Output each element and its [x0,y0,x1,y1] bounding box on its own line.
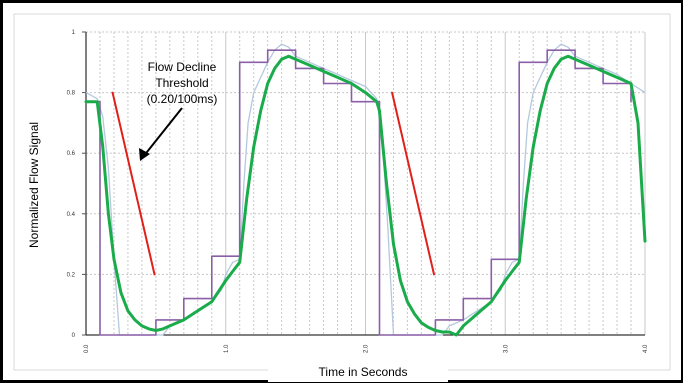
annotation: Flow Decline Threshold (0.20/100ms) [139,60,217,161]
y-tick-label: 0.6 [67,151,76,157]
y-tick-label: 0.4 [67,212,76,218]
x-tick-label: 4.0 [643,344,649,353]
y-tick-label: 0.8 [67,91,76,97]
annotation-line-2: Threshold [155,76,208,90]
y-axis-title: Normalized Flow Signal [27,122,41,248]
x-axis-title: Time in Seconds [319,365,408,379]
annotation-line-3: (0.20/100ms) [147,92,218,106]
y-tick-label: 0 [72,333,76,339]
x-tick-label: 0.0 [84,344,90,353]
axes [85,32,645,336]
y-tick-label: 1 [72,30,76,36]
y-tick-label: 0.2 [67,272,76,278]
annotation-line-1: Flow Decline [148,60,217,74]
plot-area-border [13,13,671,371]
series-line-4 [111,91,156,276]
x-tick-label: 3.0 [503,344,509,353]
series-line-5 [391,91,435,276]
x-tick-label: 1.0 [224,344,230,353]
series [84,43,647,337]
x-tick-label: 2.0 [364,344,370,353]
x-axis-title-bg [268,354,448,382]
series-line-2 [85,49,632,336]
annotation-arrow [142,107,183,158]
annotation-arrow-head-icon [139,148,150,161]
tick-labels: 0 0.2 0.4 0.6 0.8 1 0.0 1.0 2.0 3.0 4.0 [67,30,649,353]
series-line-3 [84,54,647,337]
